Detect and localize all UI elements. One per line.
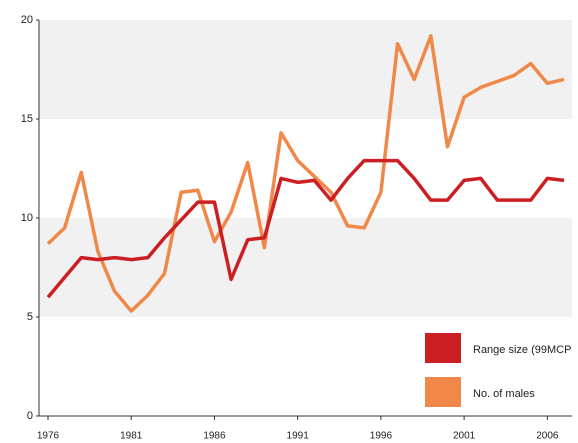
grid-band — [39, 20, 572, 119]
legend-swatch — [425, 333, 461, 363]
y-tick-label: 10 — [21, 212, 33, 224]
x-tick-label: 1981 — [120, 431, 143, 442]
y-tick-label: 0 — [27, 410, 33, 422]
legend-label: Range size (99MCP — [473, 344, 571, 356]
x-tick-label: 1991 — [287, 431, 310, 442]
y-tick-label: 15 — [21, 113, 33, 125]
series-line — [46, 34, 565, 313]
grid-band — [39, 218, 572, 317]
y-tick-label: 20 — [21, 14, 33, 26]
x-tick-label: 1976 — [37, 431, 60, 442]
x-tick-label: 1996 — [370, 431, 393, 442]
x-tick-label: 1986 — [203, 431, 226, 442]
legend-swatch — [425, 377, 461, 407]
x-tick-label: 2006 — [536, 431, 559, 442]
x-tick-label: 2001 — [453, 431, 476, 442]
legend-label: No. of males — [473, 388, 535, 400]
series-line — [46, 158, 565, 299]
y-tick-label: 5 — [27, 311, 33, 323]
